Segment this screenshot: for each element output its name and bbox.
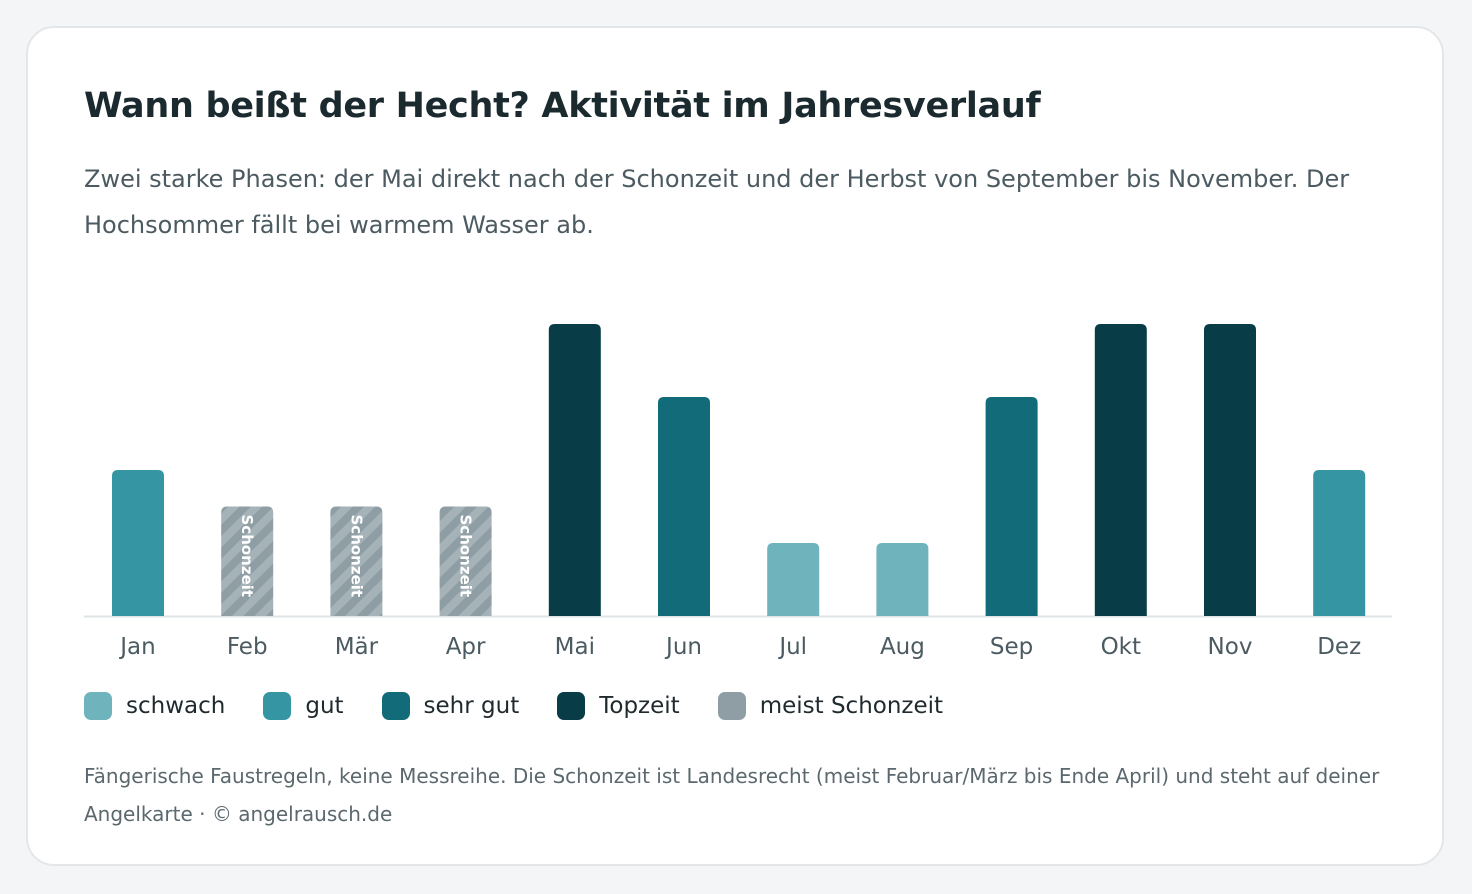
legend-label: Topzeit (599, 693, 680, 719)
legend-item: meist Schonzeit (717, 692, 944, 720)
x-tick-label-apr: Apr (446, 634, 486, 660)
x-tick-label-nov: Nov (1208, 634, 1253, 660)
bar-jun (658, 397, 710, 616)
bar-jan (112, 470, 164, 616)
x-tick-label-okt: Okt (1101, 634, 1141, 660)
legend-label: sehr gut (423, 693, 520, 719)
legend-item: sehr gut (381, 692, 520, 720)
chart-footnote: Fängerische Faustregeln, keine Messreihe… (84, 764, 1380, 826)
bar-dez (1313, 470, 1366, 616)
legend-swatch (717, 692, 746, 720)
legend-item: Topzeit (557, 692, 680, 720)
legend-label: schwach (126, 693, 226, 719)
chart-legend: schwach gut sehr gut Topzeit meist Schonzeit (84, 692, 981, 720)
chart-title: Wann beißt der Hecht? Aktivität im Jahre… (84, 86, 1041, 126)
x-tick-label-feb: Feb (227, 634, 268, 660)
bar-sep (985, 397, 1038, 616)
x-tick-label-jul: Jul (777, 634, 807, 660)
legend-label: gut (305, 693, 344, 719)
chart-subtitle: Zwei starke Phasen: der Mai direkt nach … (84, 165, 1350, 239)
bar-mai (548, 324, 601, 616)
legend-label: meist Schonzeit (759, 693, 944, 719)
x-tick-label-mär: Mär (335, 634, 379, 660)
bar-feb (221, 506, 274, 616)
legend-item: schwach (84, 692, 225, 720)
bar-mär (330, 506, 383, 616)
x-tick-label-aug: Aug (880, 634, 925, 660)
bar-chart: Schonzeit Schonzeit Schonzeit Jan Feb Mär Apr… (84, 324, 1392, 660)
bar-label-feb: Schonzeit (238, 515, 256, 598)
bar-label-mär: Schonzeit (347, 515, 365, 598)
x-tick-label-sep: Sep (990, 634, 1033, 660)
x-tick-label-dez: Dez (1317, 634, 1361, 660)
bar-apr (439, 506, 492, 616)
legend-swatch (263, 692, 292, 720)
chart-card: Wann beißt der Hecht? Aktivität im Jahre… (26, 26, 1444, 866)
legend-swatch (381, 692, 410, 720)
x-tick-label-jan: Jan (118, 634, 155, 660)
bar-okt (1094, 324, 1147, 616)
bar-aug (876, 543, 929, 616)
bar-nov (1204, 324, 1256, 616)
x-tick-label-mai: Mai (555, 634, 595, 660)
bar-jul (767, 543, 820, 616)
legend-swatch (557, 692, 586, 720)
bar-label-apr: Schonzeit (457, 515, 475, 598)
x-tick-label-jun: Jun (664, 634, 702, 660)
legend-swatch (84, 692, 112, 720)
legend-item: gut (263, 692, 344, 720)
